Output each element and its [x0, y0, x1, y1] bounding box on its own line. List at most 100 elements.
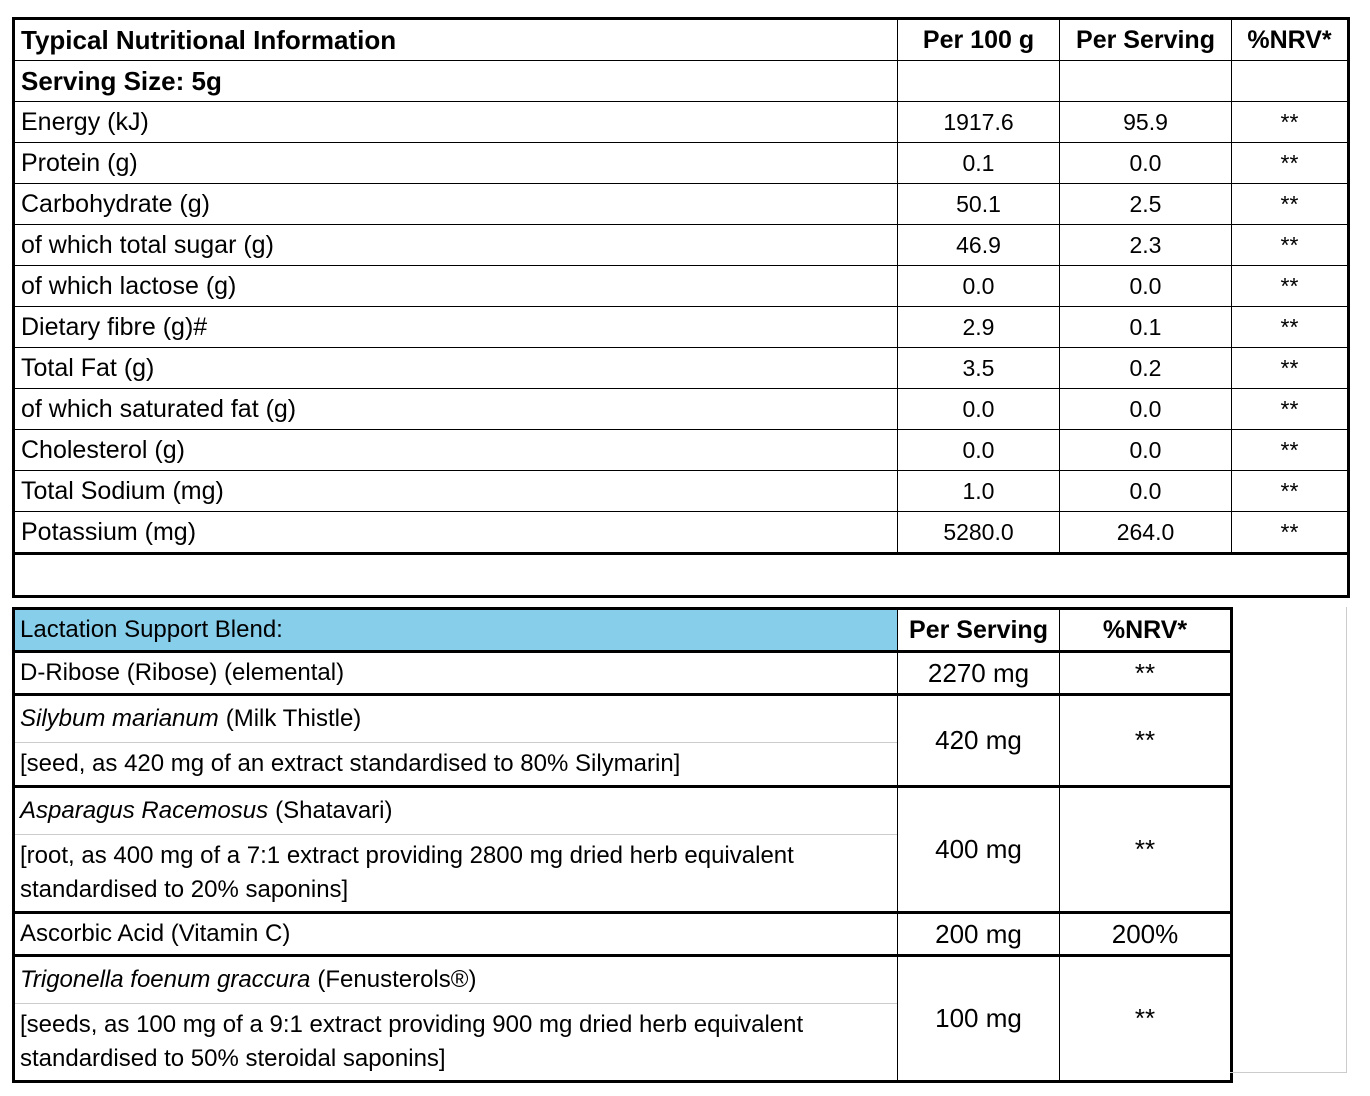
nrv: **	[1059, 954, 1232, 1083]
value-cell: 0.0	[1059, 429, 1232, 471]
ingredient-title: Asparagus Racemosus (Shatavari)	[20, 790, 892, 835]
ingredient-detail: [root, as 400 mg of a 7:1 extract provid…	[15, 834, 897, 910]
ingredient-detail: [seed, as 420 mg of an extract standardi…	[15, 742, 897, 784]
value-cell: **	[1231, 306, 1349, 348]
nutrient-row: Protein (g) 0.1 0.0 **	[13, 142, 1349, 184]
common-name: (Milk Thistle)	[225, 705, 362, 732]
header-cell: %NRV*	[1059, 607, 1232, 653]
ingredient-name: Ascorbic Acid (Vitamin C)	[20, 920, 291, 947]
value-cell: **	[1231, 101, 1349, 143]
latin-name: Silybum marianum	[20, 705, 219, 732]
value-cell: 2.5	[1059, 183, 1232, 225]
value-cell: 50.1	[897, 183, 1060, 225]
ingredient-cell: Ascorbic Acid (Vitamin C)	[13, 911, 898, 957]
nutrient-name: Protein (g)	[13, 142, 898, 184]
value-cell: 0.0	[897, 388, 1060, 430]
nutrient-name: of which saturated fat (g)	[13, 388, 898, 430]
nutrient-name: Cholesterol (g)	[13, 429, 898, 471]
value-cell: 2.9	[897, 306, 1060, 348]
common-name: (Fenusterols®)	[317, 966, 477, 993]
nutrient-row: Potassium (mg) 5280.0 264.0 **	[13, 511, 1349, 554]
ingredient-cell: D-Ribose (Ribose) (elemental)	[13, 650, 898, 696]
blend-row: Silybum marianum (Milk Thistle) [seed, as …	[13, 693, 1232, 788]
value-cell: 0.0	[1059, 470, 1232, 512]
value-cell: 0.0	[897, 429, 1060, 471]
blend-table: Lactation Support Blend: Per Serving %NR…	[12, 607, 1233, 1083]
nutrition-body: Typical Nutritional Information Per 100 …	[13, 18, 1349, 597]
nutrient-name: Total Fat (g)	[13, 347, 898, 389]
value-cell: **	[1231, 429, 1349, 471]
value-cell: **	[1231, 183, 1349, 225]
nrv: **	[1059, 785, 1232, 914]
value-cell: 3.5	[897, 347, 1060, 389]
nutrient-row: Energy (kJ) 1917.6 95.9 **	[13, 101, 1349, 143]
ingredient-title: Silybum marianum (Milk Thistle)	[20, 698, 892, 743]
nutrient-name: Total Sodium (mg)	[13, 470, 898, 512]
header-cell: %NRV*	[1231, 18, 1349, 61]
value-cell: **	[1231, 388, 1349, 430]
per-serving: 420 mg	[897, 693, 1060, 788]
blend-row: D-Ribose (Ribose) (elemental) 2270 mg **	[13, 650, 1232, 696]
common-name: (Shatavari)	[275, 797, 393, 824]
ingredient-name: D-Ribose (Ribose) (elemental)	[20, 659, 345, 686]
blend-row: Trigonella foenum graccura (Fenusterols®)…	[13, 954, 1232, 1083]
nutrient-row: of which lactose (g) 0.0 0.0 **	[13, 265, 1349, 307]
value-cell: 1.0	[897, 470, 1060, 512]
nutrition-table: Typical Nutritional Information Per 100 …	[12, 17, 1350, 598]
header-row: Typical Nutritional Information Per 100 …	[13, 18, 1349, 61]
value-cell: 0.0	[1059, 142, 1232, 184]
latin-name: Trigonella foenum graccura	[20, 966, 311, 993]
header-cell: Per Serving	[897, 607, 1060, 653]
grid-ghost	[1230, 607, 1347, 1073]
value-cell: **	[1231, 470, 1349, 512]
ingredient-title: Trigonella foenum graccura (Fenusterols®)	[20, 959, 892, 1004]
value-cell: 46.9	[897, 224, 1060, 266]
nutrient-name: Potassium (mg)	[13, 511, 898, 554]
value-cell: 0.0	[897, 265, 1060, 307]
nrv: **	[1059, 693, 1232, 788]
per-serving: 100 mg	[897, 954, 1060, 1083]
nutrient-row: Total Fat (g) 3.5 0.2 **	[13, 347, 1349, 389]
latin-name: Asparagus Racemosus	[20, 797, 269, 824]
nutrient-row: Cholesterol (g) 0.0 0.0 **	[13, 429, 1349, 471]
blend-body: Lactation Support Blend: Per Serving %NR…	[13, 607, 1232, 1083]
value-cell: **	[1231, 511, 1349, 554]
nutrient-row: Carbohydrate (g) 50.1 2.5 **	[13, 183, 1349, 225]
nutrient-row: Dietary fibre (g)# 2.9 0.1 **	[13, 306, 1349, 348]
value-cell: 0.2	[1059, 347, 1232, 389]
value-cell: 264.0	[1059, 511, 1232, 554]
value-cell: **	[1231, 347, 1349, 389]
nutrient-name: Dietary fibre (g)#	[13, 306, 898, 348]
header-row: Lactation Support Blend: Per Serving %NR…	[13, 607, 1232, 653]
ingredient-cell: Trigonella foenum graccura (Fenusterols®)…	[13, 954, 898, 1083]
serving-row: Serving Size: 5g	[13, 60, 1349, 102]
nutrient-name: of which lactose (g)	[13, 265, 898, 307]
value-cell: 0.1	[897, 142, 1060, 184]
empty-row	[13, 552, 1349, 597]
value-cell: 5280.0	[897, 511, 1060, 554]
nrv: **	[1059, 650, 1232, 696]
serving-size: Serving Size: 5g	[13, 60, 898, 102]
value-cell: 0.0	[1059, 265, 1232, 307]
value-cell: **	[1231, 142, 1349, 184]
value-cell: 2.3	[1059, 224, 1232, 266]
blend-row: Ascorbic Acid (Vitamin C) 200 mg 200%	[13, 911, 1232, 957]
blend-row: Asparagus Racemosus (Shatavari) [root, as …	[13, 785, 1232, 914]
empty-cell	[897, 60, 1060, 102]
nutrient-name: Energy (kJ)	[13, 101, 898, 143]
nrv: 200%	[1059, 911, 1232, 957]
value-cell: 1917.6	[897, 101, 1060, 143]
value-cell: **	[1231, 265, 1349, 307]
value-cell: **	[1231, 224, 1349, 266]
ingredient-cell: Asparagus Racemosus (Shatavari) [root, as …	[13, 785, 898, 914]
nutrient-row: of which total sugar (g) 46.9 2.3 **	[13, 224, 1349, 266]
value-cell: 0.1	[1059, 306, 1232, 348]
header-cell: Lactation Support Blend:	[13, 607, 898, 653]
ingredient-cell: Silybum marianum (Milk Thistle) [seed, as …	[13, 693, 898, 788]
value-cell: 95.9	[1059, 101, 1232, 143]
empty-cell	[13, 552, 1349, 597]
header-cell: Per 100 g	[897, 18, 1060, 61]
header-cell: Typical Nutritional Information	[13, 18, 898, 61]
header-cell: Per Serving	[1059, 18, 1232, 61]
